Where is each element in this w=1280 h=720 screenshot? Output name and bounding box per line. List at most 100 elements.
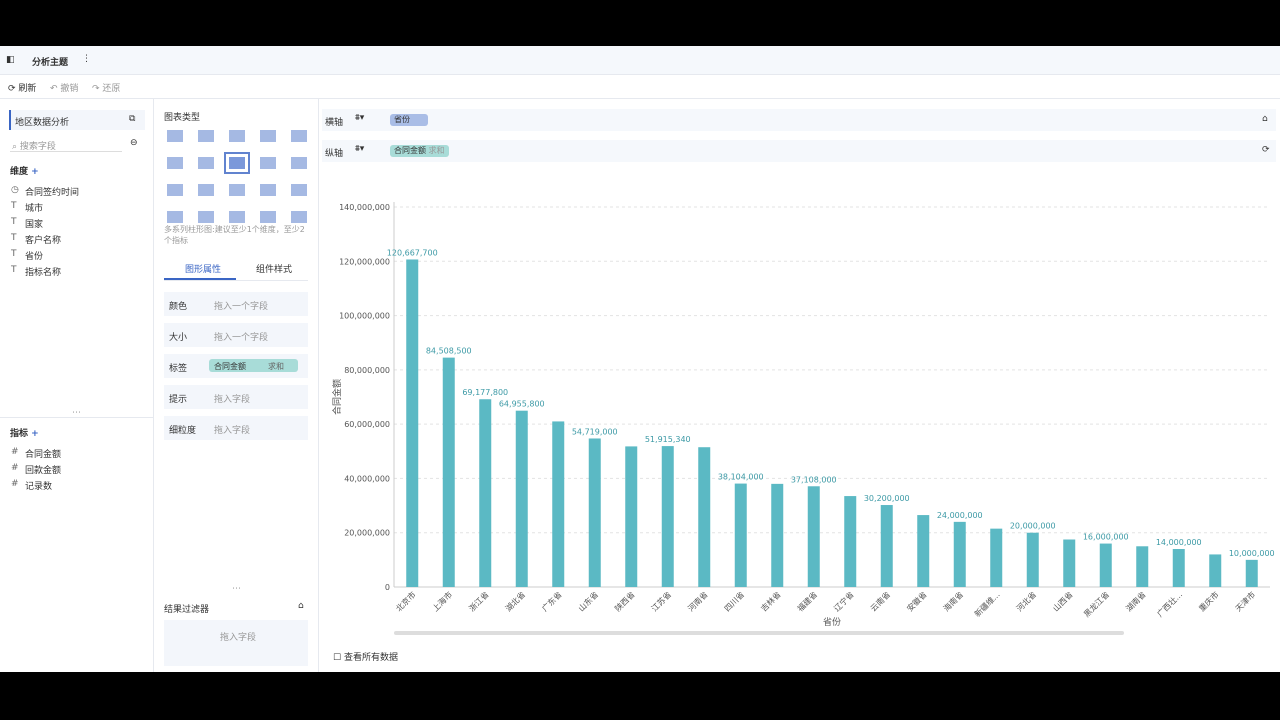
chart-type-icon[interactable] [260, 211, 276, 223]
redo[interactable]: ↷ 还原 [92, 84, 121, 94]
attribute-row[interactable] [164, 385, 308, 409]
chart-type-icon[interactable] [198, 184, 214, 196]
x-tick-label: 福建省 [795, 589, 819, 613]
attribute-row[interactable] [164, 292, 308, 316]
bar [807, 486, 820, 587]
chart-type-icon[interactable] [291, 130, 307, 142]
app: ◧ 分析主题 ⋮ ⟳ 刷新 ↶ 撤销 ↷ 还原 地区数据分析 ⧉ ⌕ 搜索字段 … [0, 46, 1280, 672]
tab[interactable]: 分析主题 [32, 58, 69, 68]
value-label: 14,000,000 [1156, 538, 1202, 547]
refresh[interactable]: ⟳ 刷新 [8, 84, 37, 94]
collapse-icon[interactable]: ◧ [6, 55, 15, 65]
chart-type-icon[interactable] [198, 130, 214, 142]
filter-drop[interactable] [164, 620, 308, 666]
attribute-row[interactable] [164, 323, 308, 347]
measure-field[interactable]: 回款金额 [25, 466, 62, 476]
attribute-label: 标签 [169, 364, 188, 374]
x-chip[interactable]: 省份 [390, 114, 428, 126]
measure-field[interactable]: 合同金额 [25, 450, 62, 460]
bar [661, 446, 674, 587]
x-tick-label: 山东省 [576, 589, 600, 613]
attribute-chip-field: 合同金额 [214, 362, 246, 371]
x-tick-label: 江苏省 [649, 589, 673, 613]
chart-type-icon[interactable] [229, 130, 245, 142]
scrollbar[interactable] [394, 631, 1124, 635]
chart: 0 20,000,000 40,000,000 60,000,000 80,000,00… [331, 202, 1275, 628]
x-shelf [322, 109, 1276, 131]
y-tick-label: 80,000,000 [344, 366, 390, 375]
chart-type-icon[interactable] [167, 157, 183, 169]
x-tick-label: 河南省 [686, 589, 710, 613]
shelf-icon[interactable]: ⩩▾ [355, 113, 365, 123]
dataset-box[interactable] [9, 110, 145, 130]
x-tick-label: 湖南省 [1124, 589, 1148, 613]
value-label: 64,955,800 [499, 400, 545, 409]
tab-bar [0, 46, 1280, 75]
chart-type-title: 图表类型 [164, 113, 201, 123]
chart-type-icon[interactable] [224, 152, 250, 174]
bar [917, 515, 930, 587]
chart-type-icon[interactable] [291, 184, 307, 196]
value-label: 24,000,000 [937, 511, 983, 520]
x-tick-label: 云南省 [868, 589, 892, 613]
tab[interactable]: 图形属性 [185, 265, 222, 275]
attribute-row[interactable] [164, 416, 308, 440]
x-tick-label: 河北省 [1014, 589, 1038, 613]
field-icon: # [11, 463, 19, 473]
dimension-field[interactable]: 城市 [25, 204, 44, 214]
x-tick-label: 吉林省 [759, 589, 783, 613]
y-tick-label: 140,000,000 [339, 203, 390, 212]
search-box[interactable] [10, 139, 122, 152]
filter-icon[interactable]: ⌂ [298, 601, 304, 611]
chart-type-icon[interactable] [229, 184, 245, 196]
dimension-field[interactable]: 指标名称 [25, 268, 62, 278]
y-chip[interactable]: 合同金额 求和 [390, 145, 449, 157]
field-icon: T [11, 233, 17, 243]
value-label: 120,667,700 [387, 248, 438, 257]
chart-type-icon[interactable] [291, 211, 307, 223]
field-icon: T [11, 217, 17, 227]
x-tick-label: 黑龙江省 [1081, 589, 1111, 619]
chart-type-icon[interactable] [260, 157, 276, 169]
chart-type-icon[interactable] [198, 211, 214, 223]
shelf-action[interactable]: ⌂ [1262, 114, 1268, 124]
x-shelf-label: 横轴 [325, 118, 344, 128]
shelf-action[interactable]: ⟳ [1262, 145, 1270, 155]
dimension-field[interactable]: 客户名称 [25, 236, 62, 246]
bar [734, 483, 747, 587]
chart-type-icon[interactable] [260, 130, 276, 142]
bar [1209, 554, 1222, 587]
attribute-label: 大小 [169, 333, 188, 343]
chart-type-icon[interactable] [167, 184, 183, 196]
dimension-field[interactable]: 省份 [25, 252, 44, 262]
attribute-placeholder: 拖入字段 [214, 426, 251, 436]
dataset-icon[interactable]: ⧉ [129, 114, 136, 124]
x-tick-label: 广东省 [540, 589, 564, 613]
undo[interactable]: ↶ 撤销 [50, 84, 79, 94]
splitter[interactable]: ⋯ [232, 584, 241, 594]
attribute-chip[interactable] [209, 359, 298, 372]
tab[interactable]: 组件样式 [256, 265, 293, 275]
add[interactable]: + [31, 429, 39, 439]
chart-type-icon[interactable] [229, 211, 245, 223]
dimension-field[interactable]: 合同签约时间 [25, 188, 80, 198]
tab-menu[interactable]: ⋮ [82, 54, 91, 64]
add[interactable]: + [31, 167, 39, 177]
shelf-icon[interactable]: ⩩▾ [355, 144, 365, 154]
dimension-field[interactable]: 国家 [25, 220, 44, 230]
y-tick-label: 120,000,000 [339, 257, 390, 266]
measure-field[interactable]: 记录数 [25, 482, 53, 492]
divider [153, 99, 154, 672]
search-icon[interactable]: ⊖ [130, 138, 138, 148]
y-shelf [322, 140, 1276, 162]
bar [1172, 549, 1185, 587]
bar [1063, 539, 1076, 587]
chart-type-icon[interactable] [260, 184, 276, 196]
chart-type-icon[interactable] [167, 211, 183, 223]
splitter[interactable]: ⋯ [72, 408, 81, 418]
divider [0, 98, 1280, 99]
chart-type-icon[interactable] [167, 130, 183, 142]
chart-type-icon[interactable] [198, 157, 214, 169]
chart-type-icon[interactable] [291, 157, 307, 169]
view-all[interactable]: ☐ 查看所有数据 [333, 653, 398, 663]
